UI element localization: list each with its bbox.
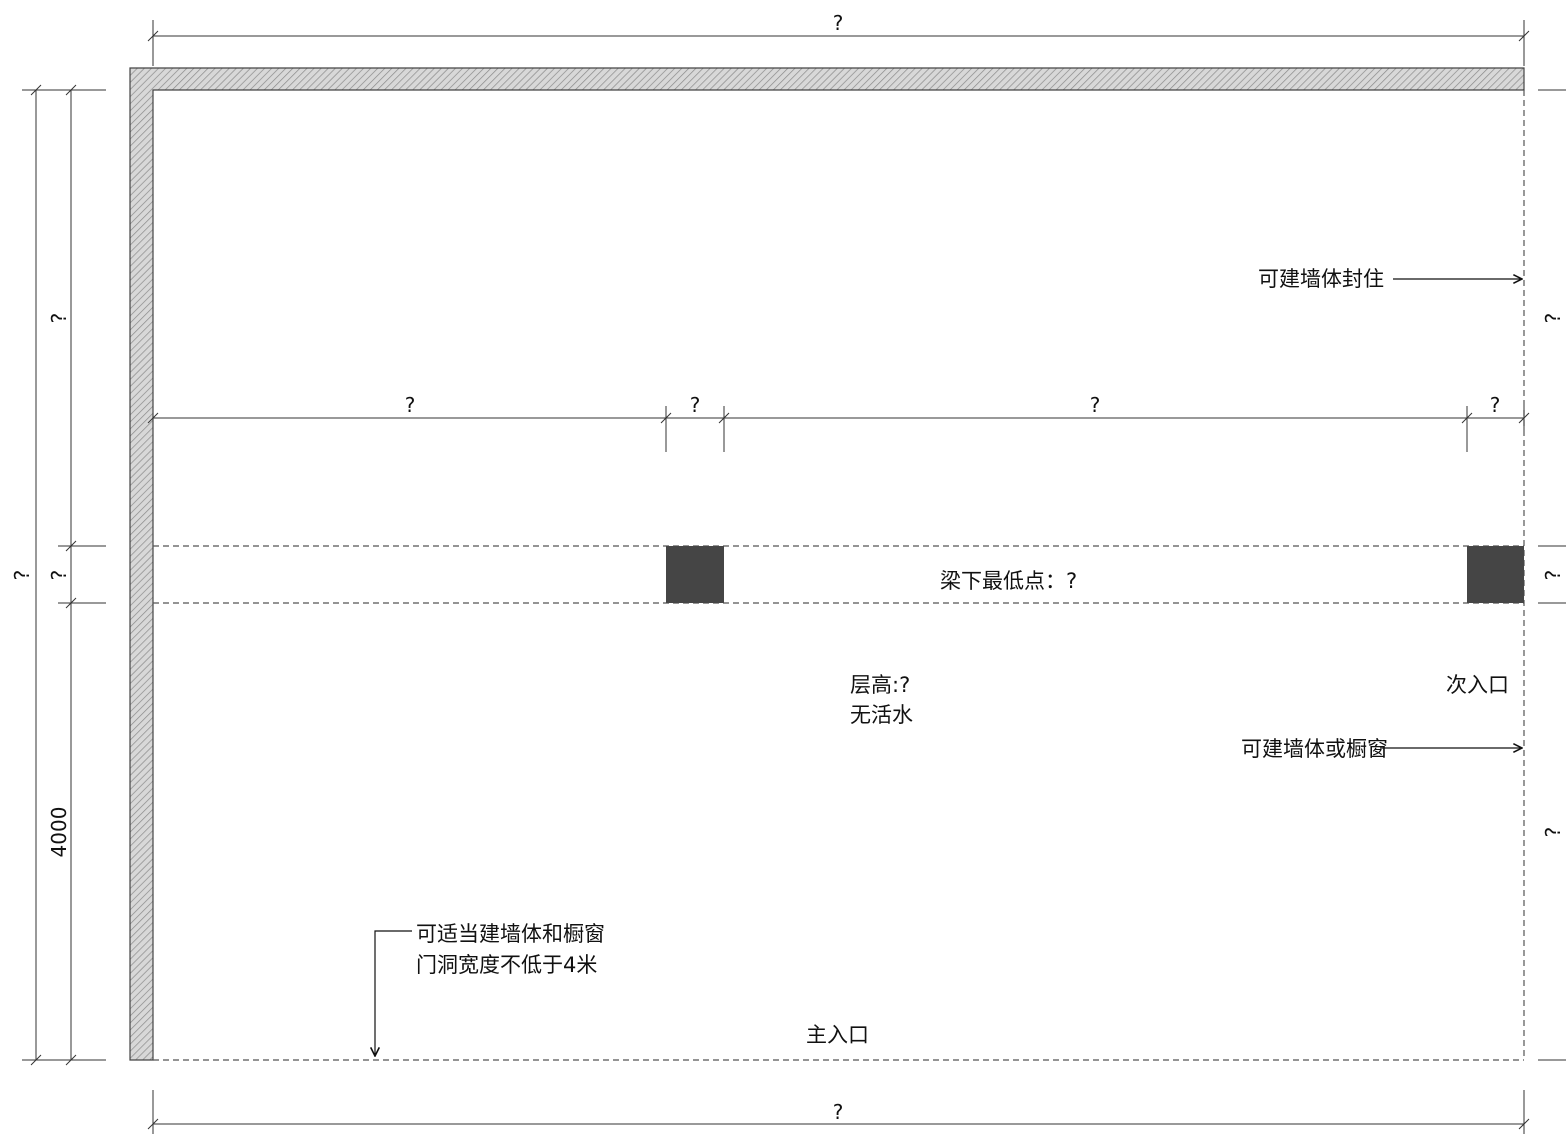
right-upper-label: ? bbox=[1541, 313, 1565, 324]
top-dimension bbox=[147, 20, 1530, 66]
main-note-line2: 门洞宽度不低于4米 bbox=[416, 953, 597, 977]
left-upper-label: ? bbox=[47, 313, 71, 324]
wall-hatched bbox=[129, 67, 1525, 1061]
bottom-dimension bbox=[147, 1090, 1530, 1134]
main-note-leader bbox=[375, 930, 412, 1056]
main-note-line1: 可适当建墙体和橱窗 bbox=[416, 922, 605, 946]
left-lower-label: 4000 bbox=[47, 807, 71, 858]
wall-or-window-label: 可建墙体或橱窗 bbox=[1241, 737, 1388, 761]
right-lower-label: ? bbox=[1541, 827, 1565, 838]
no-water-label: 无活水 bbox=[850, 703, 913, 727]
mid-dimension-label: ? bbox=[690, 393, 701, 417]
main-entrance-label: 主入口 bbox=[806, 1023, 869, 1047]
right-dimension-chain bbox=[1538, 89, 1566, 1061]
column bbox=[1467, 546, 1524, 603]
middle-dimension-chain bbox=[147, 406, 1530, 452]
secondary-entrance-label: 次入口 bbox=[1446, 673, 1509, 697]
bottom-dimension-label: ? bbox=[833, 1100, 844, 1124]
beam-lowest-label: 梁下最低点：? bbox=[940, 569, 1077, 593]
column bbox=[666, 546, 724, 603]
floor-height-label: 层高:? bbox=[850, 673, 910, 697]
top-dimension-label: ? bbox=[833, 11, 844, 35]
mid-dimension-label: ? bbox=[1090, 393, 1101, 417]
right-beam-label: ? bbox=[1541, 570, 1565, 581]
left-total-label: ? bbox=[10, 570, 34, 581]
left-dimension-chain bbox=[22, 84, 106, 1066]
wall-sealable-label: 可建墙体封住 bbox=[1258, 267, 1384, 291]
left-beam-label: ? bbox=[47, 570, 71, 581]
mid-dimension-label: ? bbox=[1490, 393, 1501, 417]
mid-dimension-label: ? bbox=[405, 393, 416, 417]
